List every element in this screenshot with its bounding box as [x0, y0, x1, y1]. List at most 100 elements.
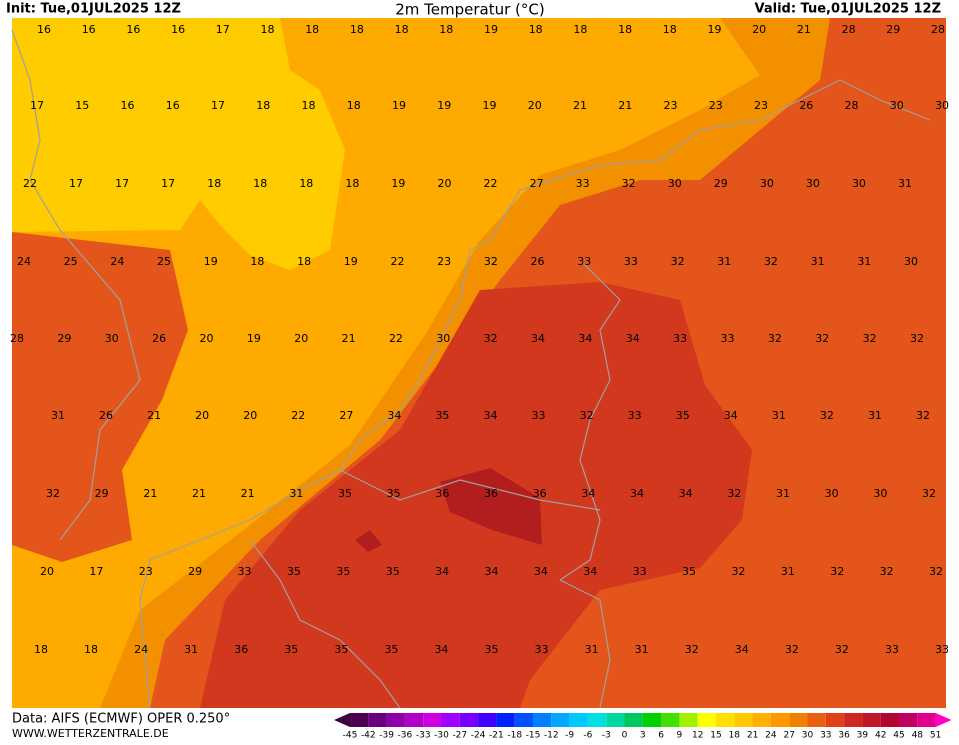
temperature-label: 18 [207, 177, 221, 190]
temperature-label: 26 [799, 99, 813, 112]
colorbar-label: 51 [930, 731, 941, 741]
temperature-label: 16 [82, 23, 96, 36]
colorbar-swatch [423, 713, 442, 727]
temperature-label: 16 [126, 23, 140, 36]
temperature-label: 18 [84, 643, 98, 656]
temperature-label: 26 [152, 332, 166, 345]
temperature-label: 36 [435, 487, 449, 500]
colorbar-label: 18 [729, 731, 741, 741]
colorbar-swatch [606, 713, 625, 727]
temperature-label: 34 [484, 409, 498, 422]
temperature-label: 21 [342, 332, 356, 345]
region-dark-red [440, 468, 542, 545]
temperature-label: 30 [760, 177, 774, 190]
coastline [659, 79, 931, 161]
temperature-label: 20 [195, 409, 209, 422]
colorbar-label: -42 [361, 731, 376, 741]
colorbar-label: 0 [622, 731, 628, 741]
temperature-label: 33 [935, 643, 949, 656]
map-title: 2m Temperatur (°C) [395, 1, 545, 19]
temperature-label: 20 [199, 332, 213, 345]
colorbar-swatch [368, 713, 387, 727]
colorbar-swatch [752, 713, 771, 727]
colorbar-label: 21 [747, 731, 758, 741]
temperature-label: 21 [241, 487, 255, 500]
temperature-label: 20 [294, 332, 308, 345]
temperature-label: 29 [57, 332, 71, 345]
colorbar-swatch [587, 713, 607, 727]
temperature-label: 30 [436, 332, 450, 345]
temperature-label: 34 [578, 332, 592, 345]
temperature-label: 18 [297, 255, 311, 268]
temperature-label: 18 [261, 23, 275, 36]
temperature-label: 24 [17, 255, 31, 268]
region-west [12, 232, 188, 562]
temperature-label: 25 [64, 255, 78, 268]
colorbar-swatch [624, 713, 643, 727]
temperature-label: 18 [439, 23, 453, 36]
temperature-label: 19 [392, 99, 406, 112]
temperature-label: 18 [573, 23, 587, 36]
colorbar-label: 24 [765, 731, 777, 741]
temperature-label: 35 [386, 565, 400, 578]
temperature-label: 21 [573, 99, 587, 112]
colorbar-label: 42 [875, 731, 886, 741]
temperature-label: 34 [435, 565, 449, 578]
colorbar-label: 48 [912, 731, 924, 741]
colorbar-swatch [661, 713, 680, 727]
colorbar-label: 3 [640, 731, 646, 741]
colorbar-label: -15 [526, 731, 541, 741]
temperature-label: 20 [40, 565, 54, 578]
colorbar-swatch [496, 713, 515, 727]
border-line [249, 539, 401, 709]
temperature-label: 34 [434, 643, 448, 656]
temperature-label: 19 [708, 23, 722, 36]
temperature-label: 17 [216, 23, 230, 36]
temperature-label: 34 [724, 409, 738, 422]
valid-text: Valid: Tue,01JUL2025 12Z [754, 2, 941, 17]
temperature-label: 35 [336, 565, 350, 578]
temperature-label: 32 [671, 255, 685, 268]
temperature-label: 32 [863, 332, 877, 345]
colorbar-swatch [734, 713, 753, 727]
temperature-label: 23 [754, 99, 768, 112]
temperature-label: 31 [51, 409, 65, 422]
temperature-label: 18 [256, 99, 270, 112]
temperature-label: 19 [391, 177, 405, 190]
temperature-label: 32 [580, 409, 594, 422]
region-dark-red [355, 530, 382, 552]
colorbar-label: -6 [583, 731, 592, 741]
init-text: Init: Tue,01JUL2025 12Z [6, 2, 181, 17]
colorbar-swatch [697, 713, 716, 727]
border-line [339, 469, 601, 511]
temperature-label: 33 [633, 565, 647, 578]
colorbar-swatch [789, 713, 808, 727]
temperature-label: 25 [157, 255, 171, 268]
temperature-label: 32 [764, 255, 778, 268]
colorbar-label: 36 [838, 731, 850, 741]
colorbar-label: 6 [658, 731, 664, 741]
temperature-label: 20 [437, 177, 451, 190]
temperature-label: 32 [785, 643, 799, 656]
data-source: Data: AIFS (ECMWF) OPER 0.250° [12, 712, 230, 727]
temperature-label: 17 [30, 99, 44, 112]
temperature-label: 23 [437, 255, 451, 268]
temperature-label: 26 [531, 255, 545, 268]
temperature-label: 22 [23, 177, 37, 190]
colorbar-swatch [844, 713, 863, 727]
temperature-label: 23 [709, 99, 723, 112]
temperature-label: 31 [811, 255, 825, 268]
colorbar-swatch [386, 713, 405, 727]
temperature-label: 31 [635, 643, 649, 656]
temperature-label: 22 [390, 255, 404, 268]
temperature-label: 30 [825, 487, 839, 500]
temperature-label: 30 [105, 332, 119, 345]
temperature-label: 35 [287, 565, 301, 578]
temperature-label: 32 [929, 565, 943, 578]
temperature-label: 34 [583, 565, 597, 578]
temperature-label: 18 [253, 177, 267, 190]
colorbar-swatch [441, 713, 460, 727]
temperature-label: 32 [916, 409, 930, 422]
temperature-label: 21 [147, 409, 161, 422]
site-name: WWW.WETTERZENTRALE.DE [12, 727, 169, 740]
